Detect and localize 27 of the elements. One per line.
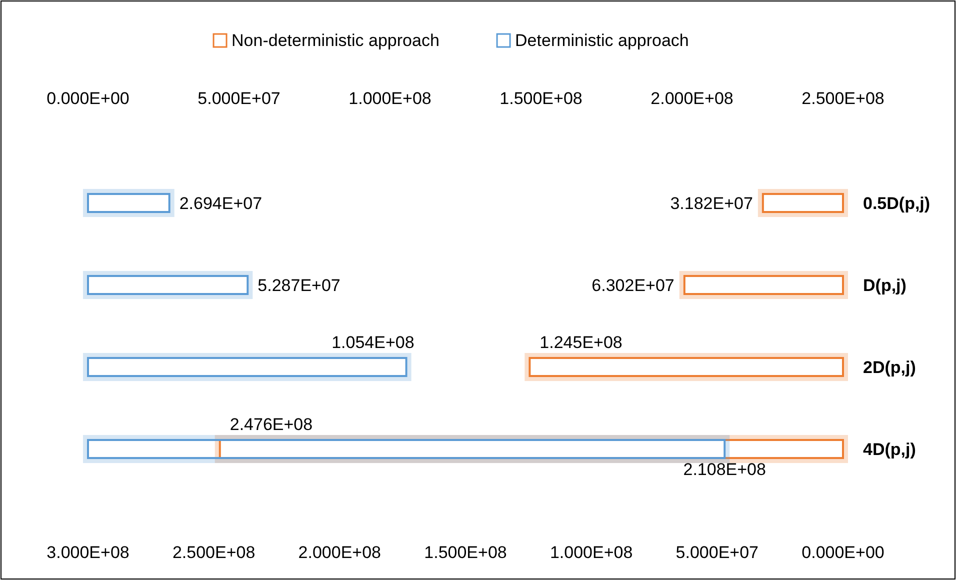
x2-tick-label: 2.500E+08: [802, 89, 884, 108]
x-tick-label: 1.500E+08: [424, 543, 507, 562]
x-tick-label: 3.000E+08: [46, 543, 130, 562]
x2-tick-label: 0.000E+00: [46, 89, 130, 108]
x-tick-label: 1.000E+08: [550, 543, 633, 562]
x2-tick-label: 1.000E+08: [348, 89, 432, 108]
y-tick-label: D(p,j): [863, 276, 906, 295]
x-tick-label: 2.000E+08: [298, 543, 382, 562]
data-label: 5.287E+07: [258, 276, 340, 295]
x2-tick-label: 1.500E+08: [500, 89, 582, 108]
y-tick-label: 0.5D(p,j): [863, 194, 930, 213]
data-label: 2.108E+08: [683, 460, 766, 480]
y-tick-label: 4D(p,j): [863, 440, 916, 460]
legend-label: Deterministic approach: [515, 31, 689, 50]
data-label: 6.302E+07: [592, 276, 674, 295]
x-tick-label: 5.000E+07: [676, 543, 759, 562]
data-label: 2.694E+07: [179, 194, 262, 213]
x-tick-label: 2.500E+08: [172, 543, 256, 562]
x2-tick-label: 2.000E+08: [650, 89, 734, 108]
data-label: 2.476E+08: [230, 414, 313, 434]
data-label: 3.182E+07: [670, 194, 753, 213]
x-tick-label: 0.000E+00: [802, 543, 884, 562]
x2-tick-label: 5.000E+07: [198, 89, 280, 108]
y-tick-label: 2D(p,j): [863, 358, 916, 378]
legend-label: Non-deterministic approach: [232, 31, 440, 50]
data-label: 1.245E+08: [540, 332, 622, 352]
data-label: 1.054E+08: [332, 332, 414, 352]
